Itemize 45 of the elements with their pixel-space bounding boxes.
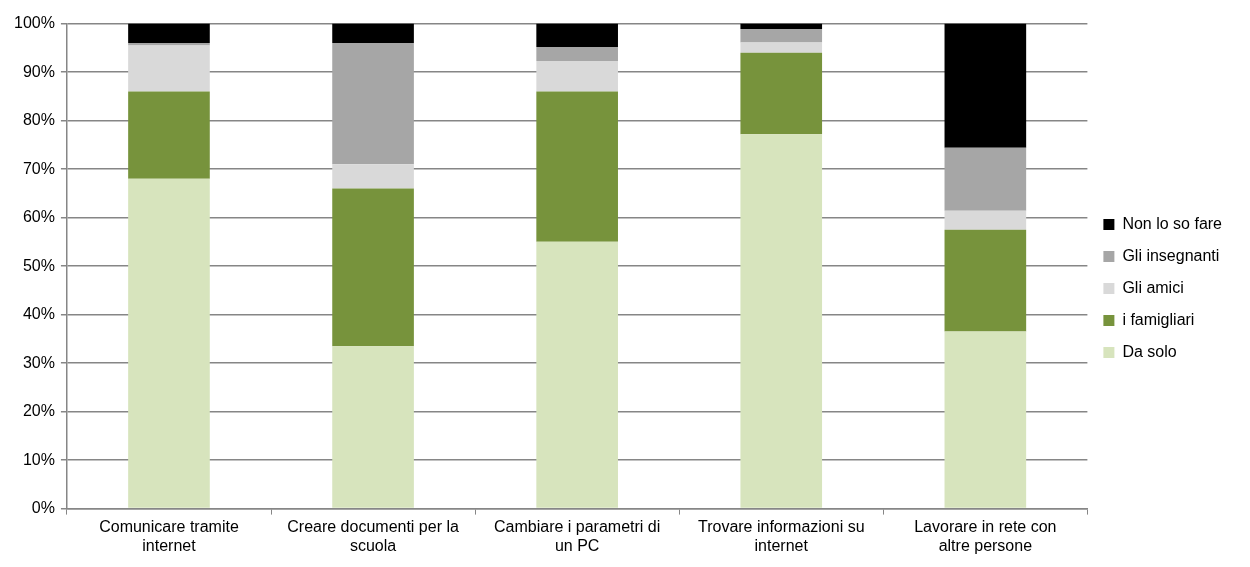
legend-label: Gli insegnanti	[1122, 246, 1220, 264]
y-tick-label: 70%	[22, 159, 55, 177]
bar	[944, 147, 1027, 211]
x-tick-label: Cambiare i parametri di un PC	[494, 517, 661, 554]
bar	[740, 23, 823, 29]
legend-label: Non lo so fare	[1122, 214, 1223, 232]
bar	[128, 45, 210, 92]
x-tick-label: Lavorare in rete con altre persone	[914, 517, 1057, 554]
legend-label: Gli amici	[1122, 278, 1184, 296]
bar	[944, 23, 1027, 148]
bar	[332, 188, 414, 347]
y-tick-label: 90%	[22, 62, 55, 80]
x-tick-label: Comunicare tramite internet	[99, 517, 239, 554]
bar	[536, 46, 618, 61]
bar	[332, 346, 414, 508]
y-tick-label: 100%	[14, 14, 55, 32]
bar	[536, 23, 618, 47]
bar	[128, 91, 210, 179]
y-tick-label: 0%	[31, 499, 55, 517]
bar	[740, 134, 823, 508]
legend-label: i famigliari	[1122, 310, 1195, 328]
bar	[740, 52, 823, 135]
bar	[536, 91, 618, 242]
y-tick-label: 80%	[22, 111, 55, 129]
x-tick-label: Creare documenti per la scuola	[287, 517, 459, 554]
y-tick-label: 60%	[22, 208, 55, 226]
bar	[944, 331, 1027, 508]
bar	[740, 42, 823, 53]
bar	[944, 210, 1027, 230]
bar	[128, 178, 210, 508]
y-tick-label: 20%	[22, 402, 55, 420]
x-tick-label: Trovare informazioni su internet	[697, 517, 865, 554]
y-tick-label: 10%	[22, 450, 55, 468]
y-tick-label: 30%	[22, 353, 55, 371]
bar	[332, 23, 414, 43]
legend-label: Da solo	[1122, 342, 1177, 360]
y-tick-label: 40%	[22, 305, 55, 323]
y-tick-label: 50%	[22, 256, 55, 274]
bar	[128, 23, 210, 43]
bar	[536, 60, 618, 92]
bar	[332, 164, 414, 189]
bar	[536, 241, 618, 508]
bar	[332, 43, 414, 165]
bar	[944, 229, 1027, 332]
bar	[740, 28, 823, 43]
